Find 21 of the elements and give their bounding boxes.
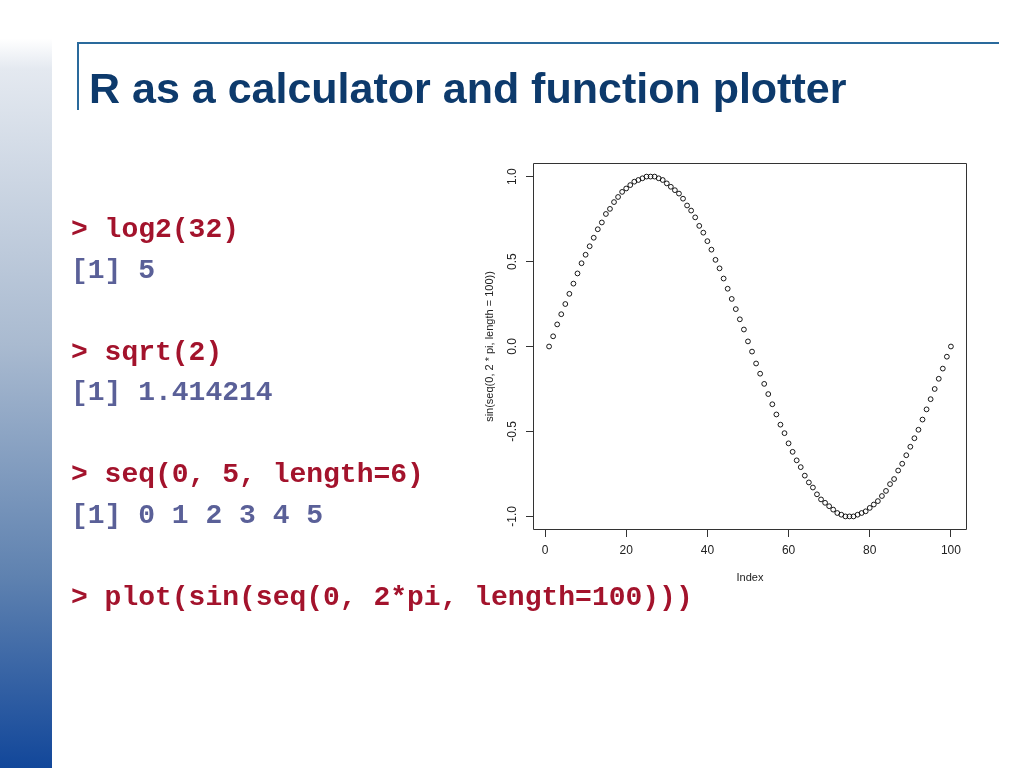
y-tick-label: -1.0 bbox=[504, 505, 519, 527]
y-tick-label: 1.0 bbox=[504, 167, 519, 185]
text: [1] 5 bbox=[71, 254, 156, 286]
y-tick-label: -0.5 bbox=[504, 420, 519, 442]
y-axis-title: sin(seq(0, 2 * pi, length = 100)) bbox=[482, 271, 495, 422]
x-tick-label: 80 bbox=[863, 542, 877, 557]
text: [1] 0 1 2 3 4 5 bbox=[71, 500, 324, 532]
x-tick-label: 60 bbox=[781, 542, 796, 557]
text: > log2(32) bbox=[71, 214, 240, 245]
text: > seq(0, 5, length=6) bbox=[71, 459, 424, 491]
x-tick-label: 20 bbox=[619, 542, 634, 557]
text: [1] 1.414214 bbox=[71, 377, 273, 409]
y-tick-label: 0.0 bbox=[504, 337, 519, 355]
text: > sqrt(2) bbox=[71, 336, 223, 368]
chart-title: R as a calculator and function plotter bbox=[89, 64, 847, 112]
text: > plot(sin(seq(0, 2*pi, length=100))) bbox=[71, 582, 693, 614]
x-tick-label: 100 bbox=[940, 542, 962, 557]
x-tick-label: 0 bbox=[541, 542, 549, 557]
x-tick-label: 40 bbox=[700, 542, 715, 557]
x-axis-title: Index bbox=[736, 571, 764, 584]
y-tick-label: 0.5 bbox=[504, 252, 519, 270]
